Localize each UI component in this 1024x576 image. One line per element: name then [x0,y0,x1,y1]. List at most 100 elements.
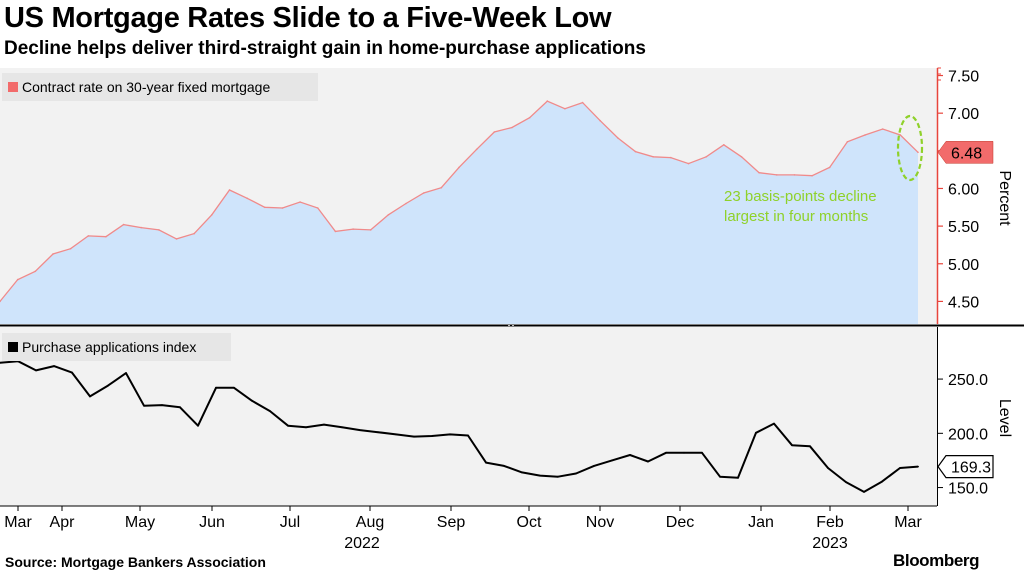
rate-point-1 [16,278,19,281]
annotation-line2: largest in four months [724,208,868,225]
rate-point-24 [422,192,425,194]
applications-badge-shape [937,455,994,479]
rate-point-32 [564,107,566,110]
rate-point-52 [917,151,919,154]
rate-point-40 [705,156,707,158]
applications-last-value-badge: 169.3 [937,455,994,479]
applications-tick-label-1: 200.0 [948,426,988,443]
x-year-label-1: 2023 [812,535,848,552]
rate-point-51 [899,134,902,136]
applications-legend-box [2,333,231,361]
rate-point-9 [158,229,160,231]
chart-subtitle: Decline helps deliver third-straight gai… [4,38,646,59]
rate-legend: Contract rate on 30-year fixed mortgage [2,73,318,101]
rate-point-49 [864,134,866,136]
rate-point-36 [634,150,637,153]
rate-point-21 [369,229,372,231]
applications-point-51 [917,465,919,468]
applications-point-13 [233,386,235,389]
rate-point-18 [317,207,319,209]
x-tick-label-10: Jan [748,514,774,531]
rate-legend-label: Contract rate on 30-year fixed mortgage [22,79,270,95]
applications-point-16 [287,424,289,427]
rate-point-25 [440,186,443,189]
rate-axis-title: Percent [996,170,1013,226]
x-tick-label-7: Oct [517,514,542,531]
rate-point-33 [581,101,584,104]
applications-point-42 [755,431,757,434]
applications-point-46 [827,467,829,469]
rate-point-28 [493,131,496,133]
rate-point-3 [52,253,54,255]
applications-point-47 [845,481,847,483]
x-tick-label-4: Jul [280,514,300,531]
rate-point-22 [387,214,390,216]
rate-last-value-badge: 6.48 [937,141,994,164]
brand-logo: Bloomberg [893,551,980,570]
applications-badge-label: 169.3 [951,460,991,477]
rate-point-0 [0,300,1,303]
rate-tick-label-6: 7.50 [948,69,979,86]
applications-point-2 [35,369,37,372]
applications-y-axis: 150.0 200.0 250.0 [937,372,988,498]
rate-point-14 [246,197,248,200]
x-tick-label-1: Apr [50,514,76,531]
applications-point-5 [89,395,91,398]
applications-point-4 [71,371,73,374]
applications-point-49 [881,480,883,483]
rate-point-29 [511,126,513,129]
applications-point-38 [683,451,685,454]
x-year-label-0: 2022 [344,535,380,552]
x-tick-label-6: Sep [437,514,466,531]
applications-legend: Purchase applications index [2,333,231,361]
applications-series-layer [0,360,919,493]
applications-point-35 [629,454,631,456]
rate-point-2 [34,270,37,273]
rate-point-27 [475,148,478,151]
applications-legend-label: Purchase applications index [22,339,196,355]
applications-point-43 [773,422,775,425]
rate-point-39 [687,162,690,165]
rate-point-30 [528,116,531,119]
applications-point-27 [485,461,487,464]
rate-point-35 [617,137,619,139]
applications-legend-swatch [8,342,18,352]
applications-point-24 [431,435,433,437]
x-tick-label-8: Nov [586,514,614,531]
rate-point-45 [793,174,796,176]
applications-point-6 [107,384,109,387]
rate-tick-label-0: 4.50 [948,294,979,311]
rate-tick-label-1: 5.00 [948,257,979,274]
applications-point-10 [179,406,181,409]
applications-tick-label-0: 150.0 [948,481,988,498]
x-tick-label-5: Aug [356,514,384,531]
rate-point-13 [228,189,231,191]
rate-point-46 [811,174,813,177]
applications-point-15 [269,410,271,412]
applications-point-0 [0,361,1,364]
rate-badge-label: 6.48 [951,145,982,162]
applications-point-11 [197,424,199,427]
applications-point-12 [215,386,217,389]
rate-point-23 [405,202,407,205]
applications-point-40 [719,475,721,478]
applications-point-50 [899,467,901,469]
applications-point-18 [323,423,325,426]
applications-point-14 [251,399,253,402]
applications-point-26 [467,434,469,437]
applications-point-7 [125,372,127,374]
rate-legend-box [2,73,318,101]
applications-point-29 [521,471,523,474]
rate-point-26 [458,166,460,169]
applications-point-20 [359,429,361,431]
rate-tick-label-5: 7.00 [948,106,979,123]
applications-point-44 [791,444,793,447]
rate-point-4 [69,247,72,250]
rate-point-50 [881,128,884,130]
rate-area-fill [0,101,918,324]
rate-point-42 [740,156,743,158]
rate-point-15 [264,206,266,209]
applications-point-23 [413,435,415,438]
applications-point-22 [395,433,397,436]
